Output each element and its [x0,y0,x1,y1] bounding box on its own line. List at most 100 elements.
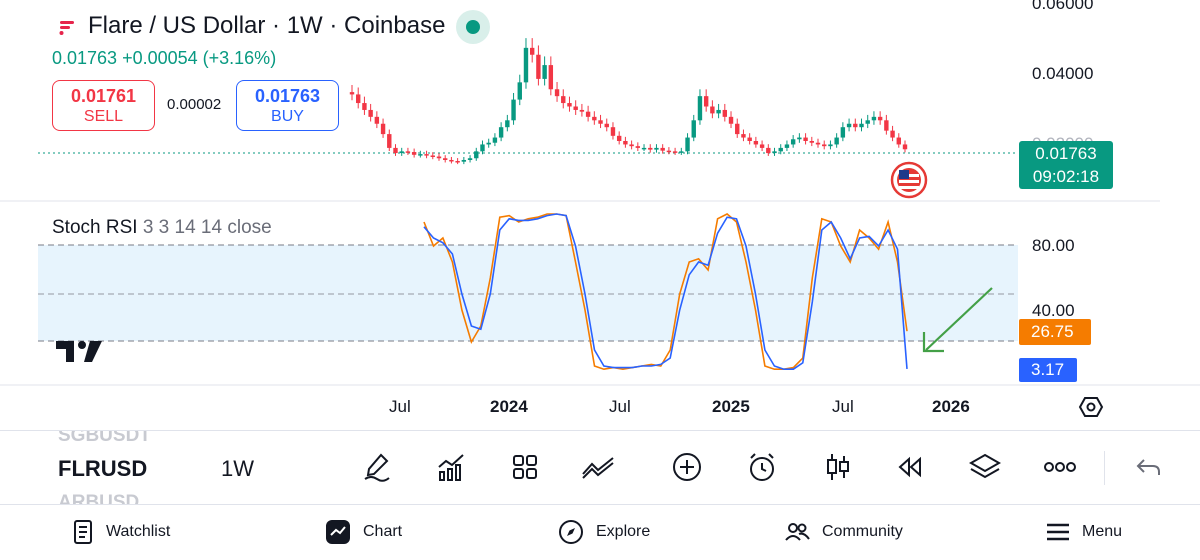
candle-body [430,155,435,157]
add-icon[interactable] [669,449,705,485]
candle-body [666,150,672,153]
candle-body [529,47,535,55]
indicator-params: 3 3 14 14 close [142,217,272,238]
buy-label: BUY [271,108,304,125]
candle-body [722,109,728,117]
time-label-2026: 2026 [932,397,970,416]
candle-body [623,141,628,145]
candle-body [747,137,752,141]
candle-body [865,120,870,124]
draw-icon[interactable] [359,449,395,485]
candle-body [492,137,498,143]
candle-body [784,144,790,148]
candle-body [368,109,373,117]
bottom-navigation: Watchlist Chart Explore Community Menu [0,505,1200,560]
candle-body [815,142,821,145]
nav-community[interactable]: Community [784,517,903,547]
toolbar-divider [1104,451,1105,485]
candle-body [834,137,839,145]
candle-body [461,159,467,162]
candle-body [585,111,591,117]
candle-body [853,123,858,128]
candle-body [573,106,578,110]
candle-body [741,134,746,138]
menu-icon [1047,523,1069,541]
undo-icon[interactable] [1131,449,1167,485]
next-symbol[interactable]: ARBUSD [58,492,140,505]
stoch-k-tag: 26.75 [1019,319,1091,345]
indicators-icon[interactable] [433,449,469,485]
nav-watchlist-label: Watchlist [106,523,171,540]
nav-explore-label: Explore [596,523,651,540]
more-icon[interactable] [1042,449,1078,485]
candle-body [548,65,554,90]
chart-area[interactable]: Flare / US Dollar · 1W · Coinbase 0.0176… [0,0,1200,430]
candle-body [486,142,491,145]
compare-icon[interactable] [580,449,616,485]
nav-community-label: Community [822,523,903,540]
tradingview-logo-icon [56,341,102,362]
nav-explore[interactable]: Explore [558,517,650,547]
layers-icon[interactable] [967,449,1003,485]
candle-body [697,96,703,121]
candle-body [902,144,908,150]
compass-icon [559,520,583,544]
buy-button[interactable]: 0.01763 BUY [236,80,339,131]
candle-body [710,106,715,114]
sell-button[interactable]: 0.01761 SELL [52,80,155,131]
stoch-band [38,245,1018,341]
nav-menu[interactable]: Menu [1046,517,1122,547]
prev-symbol[interactable]: SGBUSDT [58,430,151,446]
candle-body [846,123,852,128]
candle-body [828,144,833,147]
replay-icon[interactable] [892,449,928,485]
candle-body [405,151,411,153]
symbol-selector[interactable]: FLRUSD [58,456,148,481]
nav-chart[interactable]: Chart [325,517,402,547]
candle-body [467,158,473,160]
candle-body [505,120,510,128]
sell-label: SELL [83,108,124,125]
candle-body [753,141,759,145]
candle-body [598,120,603,124]
chart-settings-icon[interactable] [1078,394,1104,420]
candle-body [474,151,479,159]
candle-body [884,120,889,131]
candle-body [498,127,504,138]
layouts-icon[interactable] [507,449,543,485]
candle-body [511,99,516,121]
indicator-legend[interactable]: Stoch RSI 3 3 14 14 close [52,217,272,239]
stoch-d-line [423,213,908,371]
candle-body [641,147,647,150]
candle-type-icon[interactable] [820,449,856,485]
chart-canvas[interactable] [0,0,1200,430]
candle-body [703,96,709,107]
candle-body [424,154,429,156]
symbol-title[interactable]: Flare / US Dollar · 1W · Coinbase [88,12,446,39]
candle-body [455,161,460,163]
alert-icon[interactable] [744,449,780,485]
time-label-2025: 2025 [712,397,750,416]
nav-watchlist[interactable]: Watchlist [72,517,170,547]
candle-body [356,94,361,104]
candle-body [449,159,454,162]
market-status-icon[interactable] [456,10,490,44]
arrow-annotation [922,287,993,353]
candle-body [362,103,367,110]
us-event-icon[interactable] [890,161,928,199]
bar-countdown: 09:02:18 [1032,167,1100,186]
candle-body [480,144,485,152]
candle-body [436,156,442,159]
candle-body [896,137,901,145]
candles-group [349,38,908,165]
candle-body [840,127,846,138]
candle-body [635,146,641,148]
candle-body [380,123,386,135]
interval-selector[interactable]: 1W [221,456,254,481]
candle-body [766,147,771,154]
candle-body [809,141,814,143]
candle-body [871,116,877,121]
candle-body [592,116,597,121]
candle-body [517,82,522,100]
candle-body [443,158,448,160]
